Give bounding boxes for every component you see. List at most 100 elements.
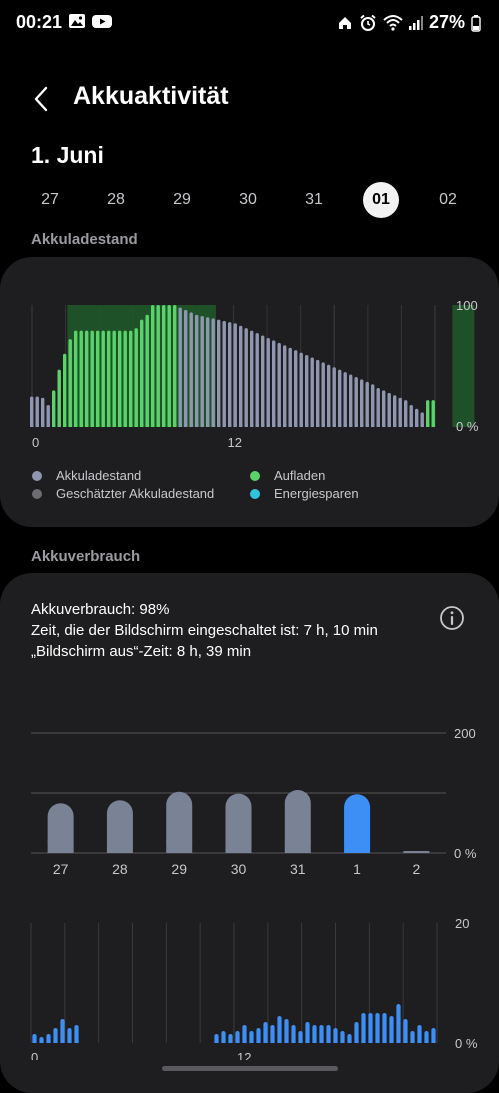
hourly-bar-base xyxy=(235,1040,240,1043)
battery-level-bar xyxy=(365,381,369,427)
battery-level-bar xyxy=(63,353,67,427)
battery-level-bar xyxy=(200,315,204,427)
date-item-31[interactable]: 31 xyxy=(305,191,323,208)
battery-level-bar xyxy=(107,330,111,427)
battery-level-bar-base xyxy=(96,423,100,427)
section-label-battery-level: Akkuladestand xyxy=(31,231,138,248)
battery-level-bar-base xyxy=(217,423,221,427)
battery-level-bar-base xyxy=(46,423,50,427)
back-arrow-icon xyxy=(34,86,48,112)
battery-level-bar-base xyxy=(376,423,380,427)
battery-level-bar xyxy=(101,330,105,427)
battery-level-bar xyxy=(250,330,254,427)
daily-bar-28 xyxy=(106,800,133,853)
hourly-bar-base xyxy=(277,1040,282,1043)
battery-level-bar xyxy=(35,396,39,427)
y-tick-label-20: 20 xyxy=(455,916,469,931)
date-title: 1. Juni xyxy=(31,142,104,168)
hourly-usage-chart[interactable]: 20 0 % 0 12 xyxy=(0,910,499,1060)
wifi-icon xyxy=(383,14,403,31)
battery-level-bar xyxy=(382,390,386,427)
hourly-bar xyxy=(410,1031,415,1043)
battery-level-bar xyxy=(360,379,364,427)
battery-level-bar-base xyxy=(338,423,342,427)
hourly-bar xyxy=(256,1028,261,1043)
battery-level-bar xyxy=(316,359,320,427)
battery-level-bar xyxy=(305,355,309,427)
hourly-bar-base xyxy=(319,1040,324,1043)
battery-level-bar xyxy=(294,350,298,427)
battery-level-bar-base xyxy=(63,423,67,427)
battery-level-bar xyxy=(349,374,353,427)
battery-level-bar xyxy=(393,395,397,427)
battery-level-bar-base xyxy=(354,423,358,427)
battery-level-bar-base xyxy=(343,423,347,427)
battery-level-bar-base xyxy=(178,423,182,427)
legend-item-power-saving: Energiesparen xyxy=(250,486,359,501)
battery-level-bar-base xyxy=(74,423,78,427)
battery-level-bar xyxy=(266,337,270,427)
battery-level-bar xyxy=(85,330,89,427)
date-item-27[interactable]: 27 xyxy=(41,191,59,208)
date-item-02[interactable]: 02 xyxy=(439,191,457,208)
daily-label-27: 27 xyxy=(53,861,69,877)
battery-level-chart[interactable]: 100 0 % 0 12 xyxy=(0,257,499,527)
hourly-bar-base xyxy=(291,1040,296,1043)
battery-level-bar-base xyxy=(393,423,397,427)
hourly-bar-base xyxy=(375,1040,380,1043)
battery-level-bar-base xyxy=(387,423,391,427)
legend-item-estimated: Geschätzter Akkuladestand xyxy=(32,486,214,501)
battery-level-bar-base xyxy=(321,423,325,427)
daily-bar-base-29 xyxy=(166,840,193,853)
battery-level-bar-base xyxy=(327,423,331,427)
battery-level-bar-base xyxy=(288,423,292,427)
battery-level-bar xyxy=(123,330,127,427)
info-button[interactable] xyxy=(438,604,466,632)
battery-level-bar xyxy=(387,392,391,427)
hourly-bar xyxy=(396,1004,401,1043)
hourly-bar-base xyxy=(74,1040,79,1043)
page-title: Akkuaktivität xyxy=(73,82,229,110)
hourly-bar-base xyxy=(228,1040,233,1043)
battery-level-bar xyxy=(46,405,50,427)
battery-level-bar-base xyxy=(129,423,133,427)
battery-level-bar xyxy=(178,307,182,427)
battery-level-bar xyxy=(140,319,144,427)
hourly-bar xyxy=(382,1013,387,1043)
battery-level-bar-base xyxy=(68,423,72,427)
daily-bar-base-27 xyxy=(47,840,74,853)
y-tick-label-0: 0 % xyxy=(455,1036,478,1051)
youtube-icon xyxy=(92,15,112,28)
status-bar: 00:21 27% xyxy=(0,0,499,46)
hourly-bar-base xyxy=(368,1040,373,1043)
date-item-30[interactable]: 30 xyxy=(239,191,257,208)
battery-level-bar-base xyxy=(107,423,111,427)
hourly-bar-base xyxy=(284,1040,289,1043)
battery-level-bar-base xyxy=(244,423,248,427)
date-item-29[interactable]: 29 xyxy=(173,191,191,208)
battery-level-bar xyxy=(310,357,314,427)
x-tick-label-12: 12 xyxy=(237,1050,251,1060)
daily-usage-chart[interactable]: 200 0 % 27 28 29 30 31 1 2 xyxy=(0,720,499,880)
hourly-bar-base xyxy=(53,1040,58,1043)
battery-level-bar-base xyxy=(145,423,149,427)
battery-level-bar-base xyxy=(200,423,204,427)
hourly-bar xyxy=(354,1022,359,1043)
battery-level-bar xyxy=(217,319,221,427)
daily-bar-base-1 xyxy=(344,840,371,853)
hourly-bar-base xyxy=(298,1040,303,1043)
legend-label-power-saving: Energiesparen xyxy=(274,486,359,501)
back-button[interactable] xyxy=(26,82,56,116)
battery-level-bar xyxy=(189,312,193,427)
date-item-01-selected[interactable]: 01 xyxy=(363,182,399,218)
date-item-28[interactable]: 28 xyxy=(107,191,125,208)
battery-level-bar-base xyxy=(35,423,39,427)
battery-level-bar-base xyxy=(426,423,430,427)
daily-label-1: 1 xyxy=(353,861,361,877)
hourly-bar xyxy=(74,1025,79,1043)
hourly-bar xyxy=(284,1019,289,1043)
hourly-bar-base xyxy=(354,1040,359,1043)
navigation-handle[interactable] xyxy=(162,1066,338,1071)
legend-label-estimated: Geschätzter Akkuladestand xyxy=(56,486,215,501)
hourly-bar-base xyxy=(221,1040,226,1043)
